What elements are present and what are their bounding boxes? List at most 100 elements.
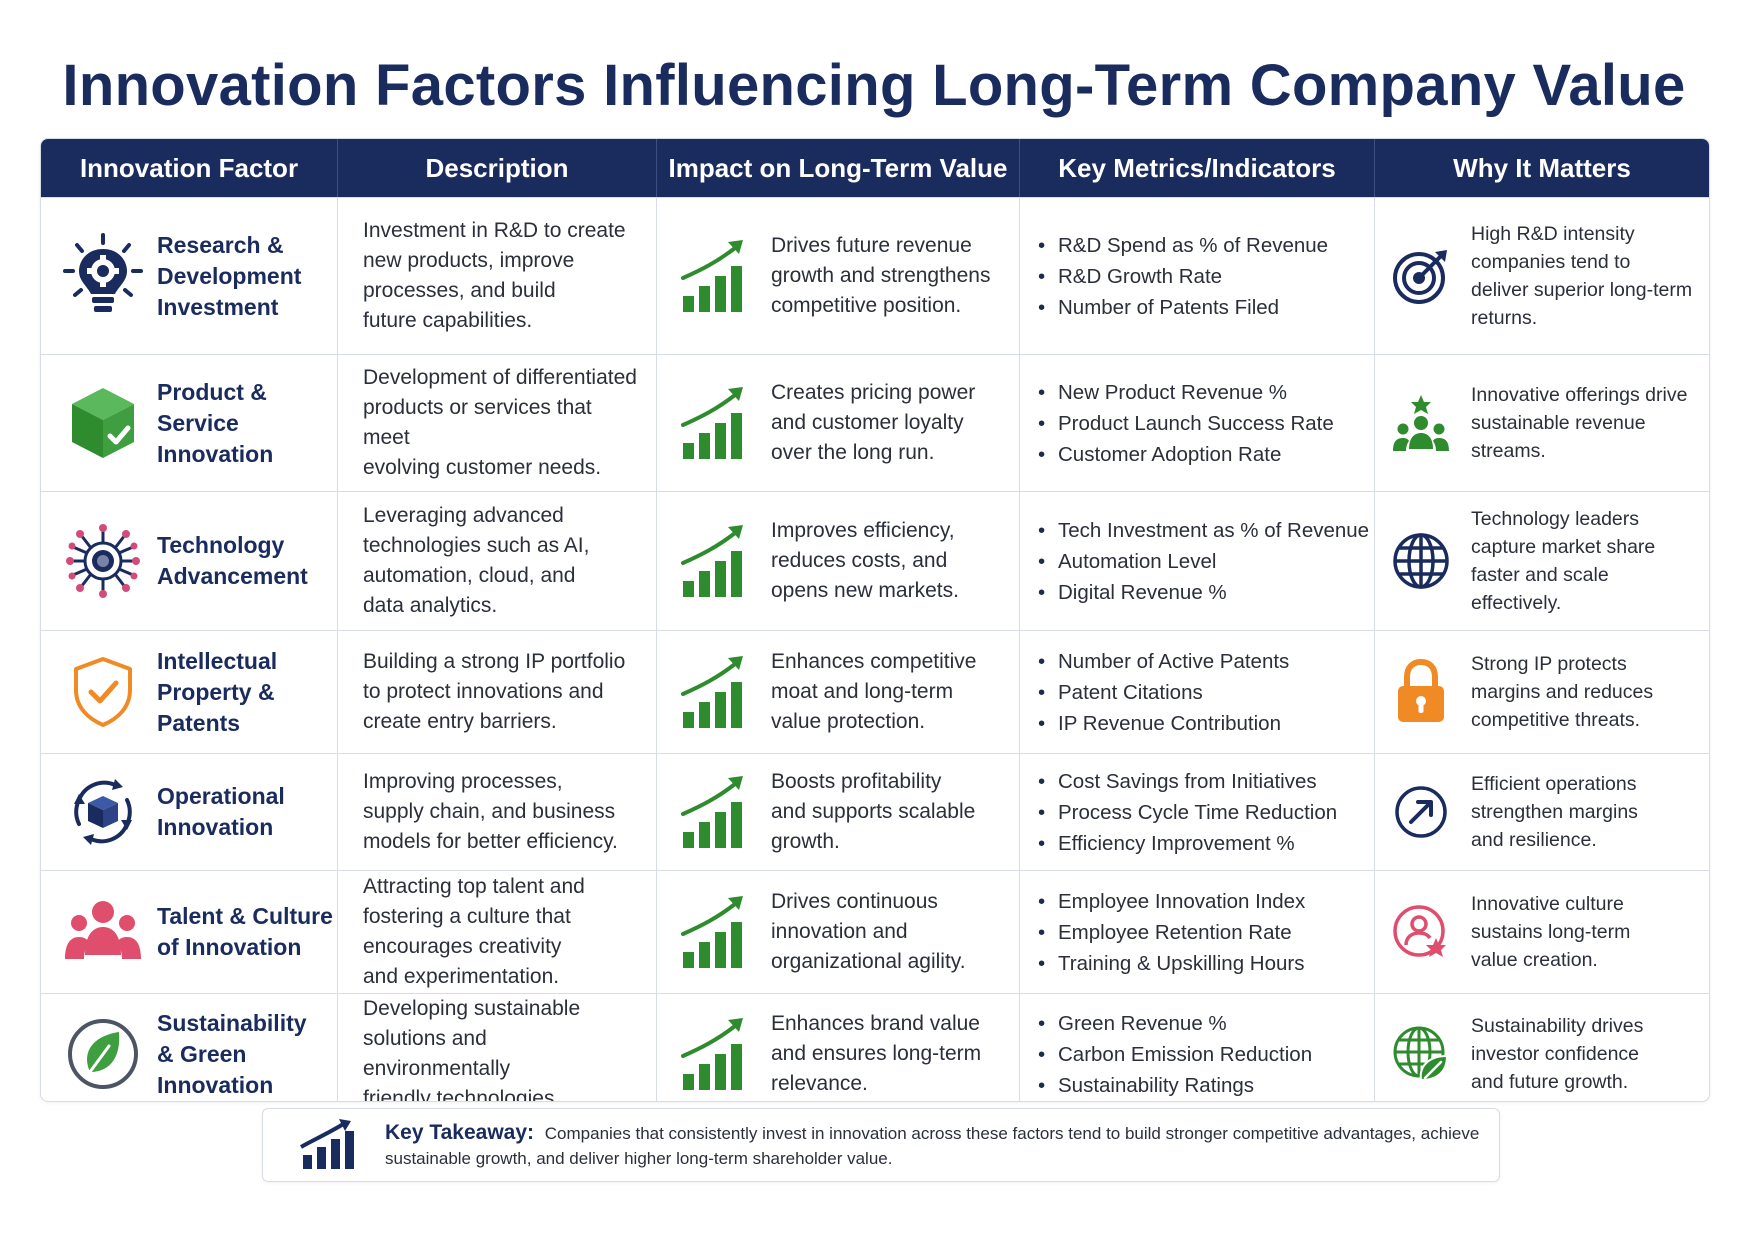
- person-star-icon: [1391, 902, 1451, 962]
- table-row: Technology Advancement Leveraging advance…: [41, 491, 1709, 630]
- metric-item: Number of Active Patents: [1038, 646, 1289, 677]
- metric-item: Digital Revenue %: [1038, 577, 1369, 608]
- takeaway-text: Companies that consistently invest in in…: [385, 1123, 1480, 1168]
- description-cell: Development of differentiated products o…: [338, 355, 657, 491]
- impact-text: Enhances competitive moat and long-term …: [771, 650, 977, 733]
- chip-icon: [59, 517, 147, 605]
- why-text: Innovative offerings drive sustainable r…: [1471, 384, 1688, 462]
- description-cell: Attracting top talent and fostering a cu…: [338, 871, 657, 993]
- metric-item: Sustainability Ratings: [1038, 1070, 1312, 1101]
- metric-item: R&D Spend as % of Revenue: [1038, 230, 1328, 261]
- impact-cell: Improves efficiency, reduces costs, and …: [657, 492, 1020, 630]
- metric-item: Employee Innovation Index: [1038, 886, 1305, 917]
- why-cell: High R&D intensity companies tend to del…: [1375, 198, 1709, 354]
- growth-chart-icon: [681, 523, 745, 599]
- growth-chart-icon: [681, 774, 745, 850]
- why-cell: Efficient operations strengthen margins …: [1375, 754, 1709, 870]
- header-description: Description: [338, 139, 657, 197]
- metric-item: Patent Citations: [1038, 677, 1289, 708]
- leaf-icon: [59, 1010, 147, 1098]
- description-cell: Investment in R&D to create new products…: [338, 198, 657, 354]
- header-impact: Impact on Long-Term Value: [657, 139, 1020, 197]
- lightbulb-gear-icon: [59, 232, 147, 320]
- metrics-cell: Employee Innovation IndexEmployee Retent…: [1020, 871, 1375, 993]
- table-row: Sustainability & Green Innovation Develop…: [41, 993, 1709, 1101]
- impact-text: Creates pricing power and customer loyal…: [771, 381, 976, 464]
- growth-chart-icon: [681, 1016, 745, 1092]
- metric-item: IP Revenue Contribution: [1038, 708, 1289, 739]
- table-body: Research & Development Investment Investm…: [41, 197, 1709, 1101]
- factor-name: Sustainability & Green Innovation: [157, 1009, 307, 1098]
- metrics-cell: Cost Savings from InitiativesProcess Cyc…: [1020, 754, 1375, 870]
- metric-item: Product Launch Success Rate: [1038, 408, 1334, 439]
- globe-leaf-icon: [1391, 1024, 1451, 1084]
- why-cell: Strong IP protects margins and reduces c…: [1375, 631, 1709, 753]
- padlock-icon: [1391, 659, 1451, 722]
- impact-text: Improves efficiency, reduces costs, and …: [771, 519, 959, 602]
- why-text: Strong IP protects margins and reduces c…: [1471, 653, 1654, 731]
- description-cell: Improving processes, supply chain, and b…: [338, 754, 657, 870]
- metrics-list: New Product Revenue %Product Launch Succ…: [1038, 377, 1334, 470]
- description-cell: Building a strong IP portfolio to protec…: [338, 631, 657, 753]
- header-innovation-factor: Innovation Factor: [41, 139, 338, 197]
- takeaway-label: Key Takeaway:: [385, 1120, 535, 1144]
- impact-cell: Boosts profitability and supports scalab…: [657, 754, 1020, 870]
- metric-item: Green Revenue %: [1038, 1008, 1312, 1039]
- factor-cell: Research & Development Investment: [41, 198, 338, 354]
- impact-cell: Creates pricing power and customer loyal…: [657, 355, 1020, 491]
- growth-chart-icon: [681, 894, 745, 970]
- metric-item: Number of Patents Filed: [1038, 292, 1328, 323]
- cycle-box-icon: [59, 768, 147, 856]
- metric-item: Automation Level: [1038, 546, 1369, 577]
- factor-cell: Product & Service Innovation: [41, 355, 338, 491]
- factor-cell: Technology Advancement: [41, 492, 338, 630]
- metrics-list: Number of Active PatentsPatent Citations…: [1038, 646, 1289, 739]
- metric-item: Carbon Emission Reduction: [1038, 1039, 1312, 1070]
- metrics-cell: Tech Investment as % of RevenueAutomatio…: [1020, 492, 1375, 630]
- bar-chart-arrow-icon: [300, 1119, 354, 1169]
- impact-text: Boosts profitability and supports scalab…: [771, 770, 976, 853]
- factor-cell: Sustainability & Green Innovation: [41, 994, 338, 1101]
- factor-cell: Operational Innovation: [41, 754, 338, 870]
- metrics-list: Green Revenue %Carbon Emission Reduction…: [1038, 1008, 1312, 1101]
- page-title: Innovation Factors Influencing Long-Term…: [62, 53, 1686, 118]
- factor-name: Operational Innovation: [157, 783, 285, 840]
- metrics-list: R&D Spend as % of RevenueR&D Growth Rate…: [1038, 230, 1328, 323]
- innovation-table: Innovation Factor Description Impact on …: [40, 138, 1710, 1102]
- table-row: Intellectual Property & Patents Building …: [41, 630, 1709, 753]
- table-row: Talent & Culture of Innovation Attracting…: [41, 870, 1709, 993]
- header-key-metrics: Key Metrics/Indicators: [1020, 139, 1375, 197]
- impact-cell: Drives future revenue growth and strengt…: [657, 198, 1020, 354]
- metric-item: Employee Retention Rate: [1038, 917, 1305, 948]
- metric-item: Tech Investment as % of Revenue: [1038, 515, 1369, 546]
- factor-name: Technology Advancement: [157, 532, 308, 589]
- factor-name: Intellectual Property & Patents: [157, 647, 278, 736]
- metric-item: Training & Upskilling Hours: [1038, 948, 1305, 979]
- why-text: Sustainability drives investor confidenc…: [1471, 1015, 1644, 1093]
- metric-item: Cost Savings from Initiatives: [1038, 766, 1337, 797]
- why-text: Efficient operations strengthen margins …: [1471, 773, 1638, 851]
- metrics-list: Tech Investment as % of RevenueAutomatio…: [1038, 515, 1369, 608]
- factor-name: Product & Service Innovation: [157, 378, 274, 467]
- globe-icon: [1391, 531, 1451, 591]
- description-cell: Developing sustainable solutions and env…: [338, 994, 657, 1101]
- header-why-it-matters: Why It Matters: [1453, 152, 1631, 183]
- metrics-cell: Green Revenue %Carbon Emission Reduction…: [1020, 994, 1375, 1101]
- why-text: High R&D intensity companies tend to del…: [1471, 223, 1693, 329]
- target-icon: [1391, 246, 1451, 306]
- why-text: Technology leaders capture market share …: [1471, 508, 1656, 614]
- metric-item: New Product Revenue %: [1038, 377, 1334, 408]
- people-star-icon: [1391, 393, 1451, 453]
- metric-item: Process Cycle Time Reduction: [1038, 797, 1337, 828]
- metric-item: Efficiency Improvement %: [1038, 828, 1337, 859]
- metrics-list: Cost Savings from InitiativesProcess Cyc…: [1038, 766, 1337, 859]
- team-icon: [59, 888, 147, 976]
- metrics-cell: Number of Active PatentsPatent Citations…: [1020, 631, 1375, 753]
- metrics-list: Employee Innovation IndexEmployee Retent…: [1038, 886, 1305, 979]
- metric-item: Customer Adoption Rate: [1038, 439, 1334, 470]
- growth-chart-icon: [681, 238, 745, 314]
- takeaway-text-block: Key Takeaway: Companies that consistentl…: [385, 1120, 1499, 1171]
- metric-item: R&D Growth Rate: [1038, 261, 1328, 292]
- impact-cell: Drives continuous innovation and organiz…: [657, 871, 1020, 993]
- growth-chart-icon: [681, 654, 745, 730]
